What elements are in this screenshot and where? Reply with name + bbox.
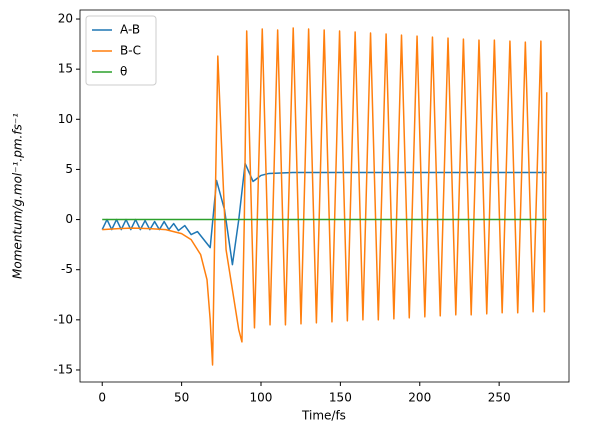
x-tick-label: 200 — [408, 391, 431, 405]
y-tick-label: 0 — [65, 212, 73, 226]
y-tick-label: -10 — [53, 312, 73, 326]
x-tick-label: 50 — [174, 391, 189, 405]
x-axis-label: Time/fs — [301, 409, 346, 423]
y-tick-label: -5 — [61, 262, 73, 276]
legend-box — [85, 15, 157, 86]
legend-label: A-B — [120, 23, 140, 37]
series-line — [101, 162, 547, 266]
y-axis-label: Momentum/g.mol⁻¹.pm.fs⁻¹ — [11, 113, 25, 279]
plot-frame — [79, 9, 570, 383]
x-tick-label: 250 — [488, 391, 511, 405]
x-tick-label: 150 — [329, 391, 352, 405]
x-tick-label: 100 — [250, 391, 273, 405]
y-tick-label: 15 — [58, 62, 73, 76]
x-tick-label: 0 — [98, 391, 106, 405]
legend-label: θ — [120, 65, 127, 79]
series-line — [102, 27, 548, 366]
legend-label: B-C — [120, 44, 141, 58]
y-tick-label: -15 — [53, 362, 73, 376]
y-tick-label: 10 — [58, 112, 73, 126]
y-tick-label: 20 — [58, 12, 73, 26]
y-tick-label: 5 — [65, 162, 73, 176]
